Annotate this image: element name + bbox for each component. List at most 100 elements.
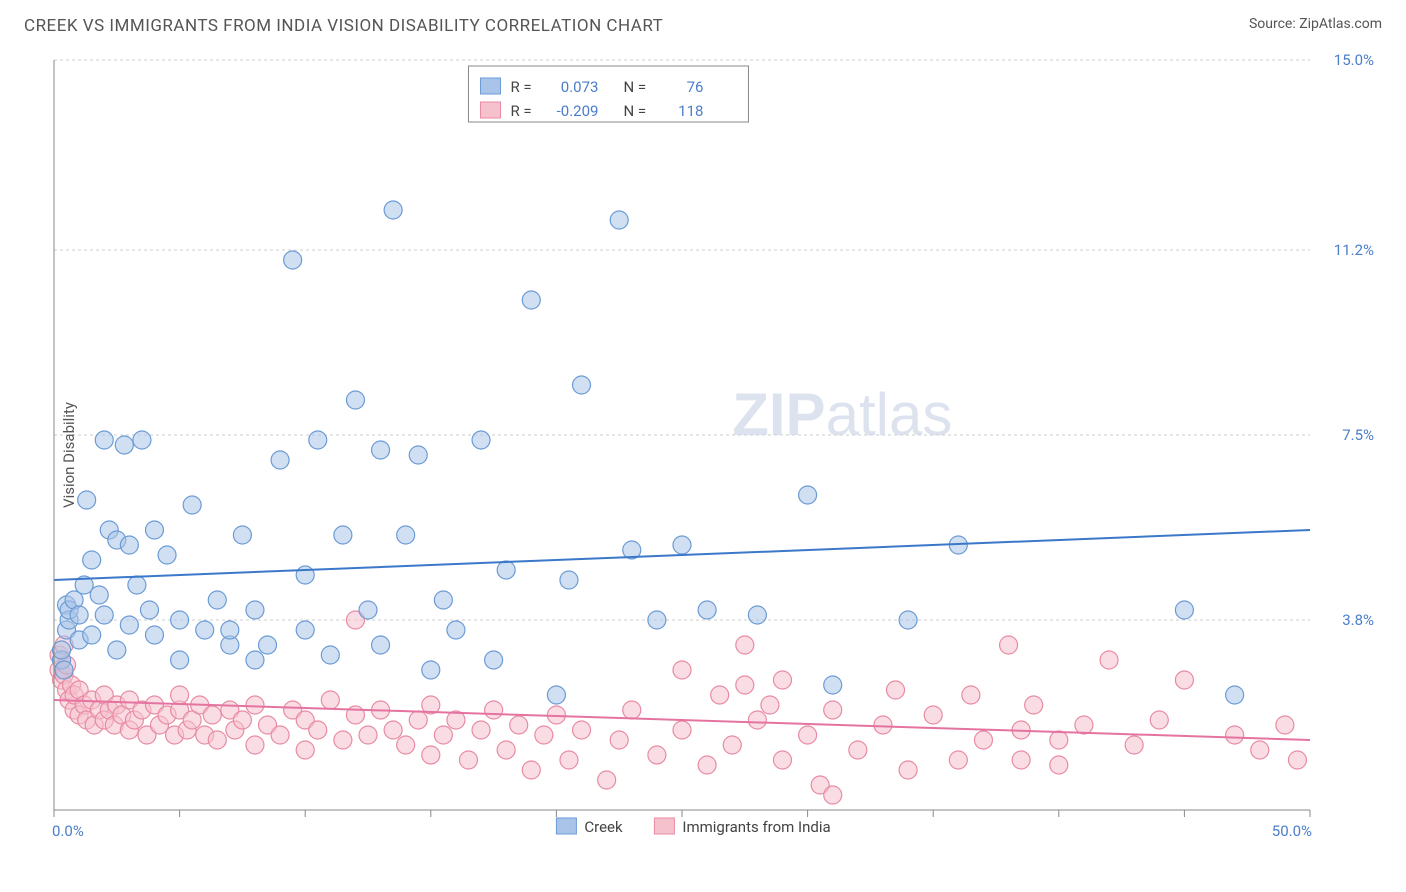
y-axis-label: Vision Disability	[60, 402, 78, 508]
data-point	[434, 726, 452, 744]
legend-r-label: R =	[510, 102, 531, 120]
data-point	[78, 491, 96, 509]
legend-n-value: 76	[687, 78, 704, 96]
data-point	[208, 731, 226, 749]
legend-r-value: -0.209	[557, 102, 599, 120]
data-point	[359, 726, 377, 744]
data-point	[899, 611, 917, 629]
data-point	[673, 661, 691, 679]
data-point	[623, 701, 641, 719]
data-point	[773, 751, 791, 769]
data-point	[1100, 651, 1118, 669]
data-point	[208, 591, 226, 609]
data-point	[1075, 716, 1093, 734]
data-point	[1050, 731, 1068, 749]
data-point	[171, 651, 189, 669]
data-point	[1125, 736, 1143, 754]
data-point	[271, 726, 289, 744]
data-point	[158, 546, 176, 564]
y-tick-label: 15.0%	[1334, 51, 1374, 69]
legend-swatch	[654, 818, 674, 834]
data-point	[748, 711, 766, 729]
data-point	[334, 731, 352, 749]
data-point	[409, 446, 427, 464]
data-point	[736, 676, 754, 694]
data-point	[120, 616, 138, 634]
data-point	[736, 636, 754, 654]
data-point	[90, 586, 108, 604]
data-point	[497, 741, 515, 759]
data-point	[1025, 696, 1043, 714]
data-point	[434, 591, 452, 609]
data-point	[397, 526, 415, 544]
data-point	[183, 496, 201, 514]
data-point	[773, 671, 791, 689]
legend-r-label: R =	[510, 78, 531, 96]
data-point	[133, 431, 151, 449]
x-tick-label: 0.0%	[52, 822, 84, 840]
data-point	[145, 626, 163, 644]
data-point	[83, 551, 101, 569]
legend-swatch	[480, 78, 500, 94]
y-tick-label: 11.2%	[1334, 241, 1374, 259]
watermark: ZIPatlas	[732, 381, 952, 448]
legend-series-label: Immigrants from India	[682, 818, 830, 836]
page-title: CREEK VS IMMIGRANTS FROM INDIA VISION DI…	[24, 16, 663, 36]
data-point	[108, 641, 126, 659]
data-point	[53, 641, 71, 659]
data-point	[259, 636, 277, 654]
data-point	[271, 451, 289, 469]
data-point	[171, 611, 189, 629]
source-attribution: Source: ZipAtlas.com	[1249, 16, 1382, 32]
data-point	[233, 526, 251, 544]
data-point	[610, 731, 628, 749]
legend-swatch	[556, 818, 576, 834]
data-point	[648, 746, 666, 764]
data-point	[321, 691, 339, 709]
data-point	[560, 751, 578, 769]
data-point	[196, 621, 214, 639]
data-point	[560, 571, 578, 589]
data-point	[610, 211, 628, 229]
data-point	[497, 561, 515, 579]
data-point	[246, 651, 264, 669]
data-point	[711, 686, 729, 704]
data-point	[115, 436, 133, 454]
data-point	[673, 721, 691, 739]
data-point	[384, 201, 402, 219]
data-point	[203, 706, 221, 724]
data-point	[849, 741, 867, 759]
data-point	[698, 756, 716, 774]
data-point	[510, 716, 528, 734]
data-point	[874, 716, 892, 734]
data-point	[535, 726, 553, 744]
chart-container: Vision Disability 3.8% 7.5% 11.2% 15.0% ZIPa…	[24, 50, 1382, 860]
y-tick-label: 7.5%	[1342, 426, 1374, 444]
data-point	[698, 601, 716, 619]
data-point	[372, 636, 390, 654]
data-point	[974, 731, 992, 749]
data-point	[309, 431, 327, 449]
data-point	[761, 696, 779, 714]
data-point	[246, 601, 264, 619]
data-point	[70, 606, 88, 624]
data-point	[573, 721, 591, 739]
data-point	[899, 761, 917, 779]
data-point	[924, 706, 942, 724]
data-point	[547, 686, 565, 704]
data-point	[673, 536, 691, 554]
data-point	[522, 291, 540, 309]
legend-n-label: N =	[623, 78, 646, 96]
data-point	[1226, 726, 1244, 744]
data-point	[384, 721, 402, 739]
legend-series-label: Creek	[584, 818, 623, 836]
data-point	[723, 736, 741, 754]
data-point	[296, 741, 314, 759]
data-point	[372, 441, 390, 459]
data-point	[321, 646, 339, 664]
data-point	[128, 576, 146, 594]
data-point	[233, 711, 251, 729]
data-point	[359, 601, 377, 619]
y-tick-label: 3.8%	[1342, 611, 1374, 629]
data-point	[1251, 741, 1269, 759]
